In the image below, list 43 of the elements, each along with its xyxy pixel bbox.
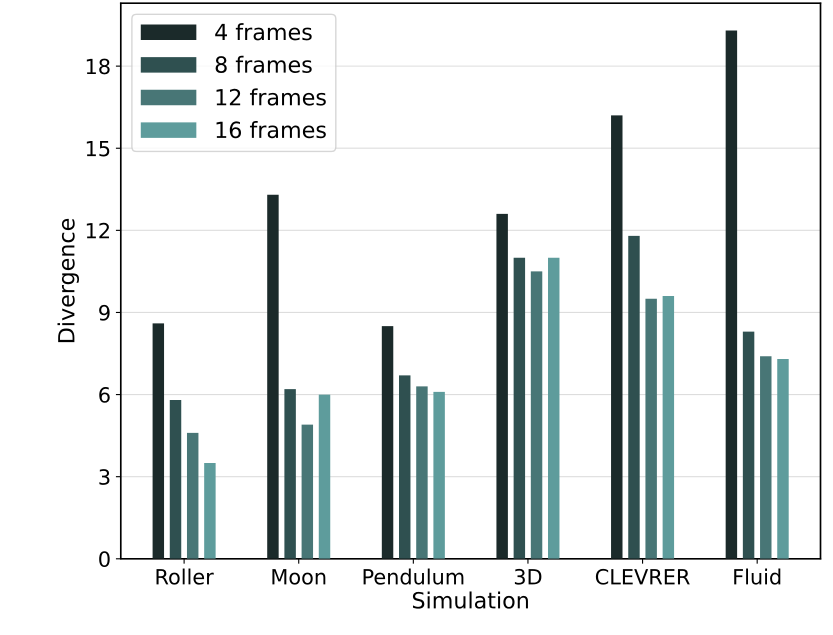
bar — [645, 298, 657, 559]
bar — [548, 258, 560, 559]
y-tick-label: 0 — [99, 551, 110, 568]
bar — [760, 356, 772, 559]
x-tick-label: CLEVRER — [596, 568, 690, 585]
y-tick-label: 12 — [86, 222, 109, 238]
bar — [726, 30, 738, 559]
x-tick-label: Fluid — [734, 568, 780, 585]
bar — [777, 358, 789, 559]
bar — [399, 375, 410, 559]
x-tick-label: Roller — [156, 568, 214, 585]
bar — [433, 392, 445, 559]
y-axis-title: Divergence — [57, 218, 79, 342]
x-tick-label: Moon — [272, 569, 326, 585]
bar — [152, 323, 164, 559]
bar — [416, 386, 428, 559]
legend-label: 8 frames — [216, 56, 312, 73]
bar — [742, 332, 754, 559]
y-tick-label: 18 — [86, 58, 110, 74]
bar — [514, 258, 526, 559]
bar — [186, 432, 198, 559]
bar — [318, 394, 330, 559]
bar — [302, 424, 314, 559]
bar — [382, 326, 394, 559]
y-tick-label: 15 — [86, 140, 110, 156]
bar — [170, 400, 182, 559]
bar — [662, 296, 674, 559]
bar — [496, 214, 508, 559]
bar — [628, 236, 640, 559]
legend-label: 12 frames — [216, 88, 326, 106]
x-axis-title: Simulation — [412, 591, 528, 609]
bar — [267, 194, 279, 559]
bar — [284, 389, 296, 559]
bar — [204, 463, 216, 559]
bar — [530, 271, 542, 559]
x-tick-label: 3D — [514, 568, 542, 585]
y-tick-label: 9 — [99, 304, 110, 321]
legend-label: 16 frames — [216, 121, 326, 138]
y-tick-label: 3 — [99, 469, 110, 485]
legend-label: 4 frames — [215, 23, 312, 40]
y-tick-label: 6 — [99, 387, 110, 403]
bar — [611, 115, 623, 559]
x-tick-label: Pendulum — [364, 568, 464, 585]
